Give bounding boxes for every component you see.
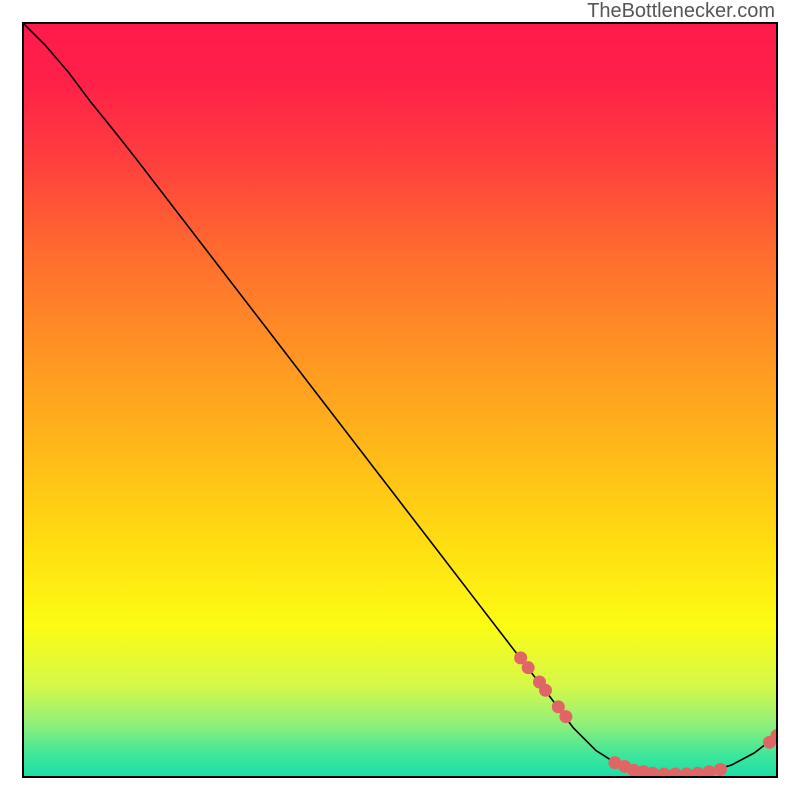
- data-marker: [714, 763, 727, 776]
- data-marker: [539, 684, 552, 697]
- data-marker: [657, 767, 670, 780]
- data-marker: [680, 767, 693, 780]
- data-marker: [522, 661, 535, 674]
- bottleneck-chart: [0, 0, 800, 800]
- gradient-background: [23, 23, 777, 777]
- data-marker: [559, 710, 572, 723]
- data-marker: [669, 767, 682, 780]
